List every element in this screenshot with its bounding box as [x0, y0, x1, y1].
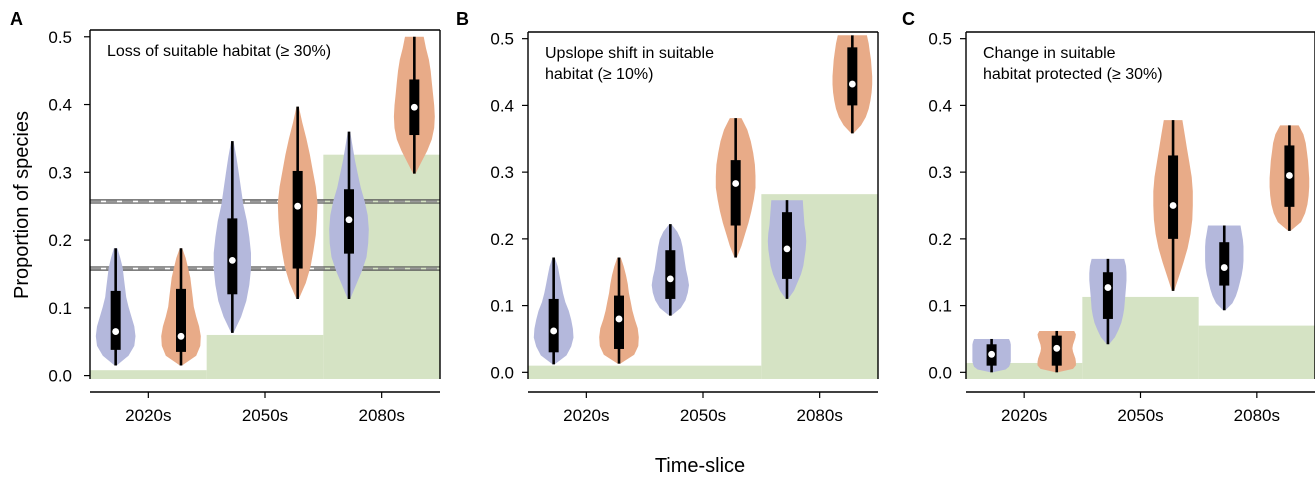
violin-median-point: [177, 332, 185, 340]
axes: 0.0 0.1 0.2 0.3 0.4 0.5 2020s 2050s 2080s: [48, 28, 441, 425]
panel-c: 0.0 0.1 0.2 0.3 0.4 0.5 2020s 2050s 2080s C Change…: [902, 9, 1315, 425]
x-axis-title: Time-slice: [655, 455, 745, 477]
violin-iqr-box: [730, 160, 741, 226]
x-tick-label: 2050s: [680, 406, 726, 425]
x-tick-label: 2020s: [563, 406, 609, 425]
violin-iqr-box: [227, 218, 238, 295]
y-tick-label: 0.2: [928, 230, 952, 249]
panel-annotation-line: habitat protected (≥ 30%): [983, 66, 1163, 83]
y-axis-title: Proportion of species: [11, 111, 33, 299]
panel-annotation: Upslope shift in suitable habitat (≥ 10%): [545, 45, 714, 83]
violin-iqr-box: [292, 170, 303, 269]
panel-annotation: Loss of suitable habitat (≥ 30%): [107, 43, 331, 60]
violin-median-point: [550, 327, 558, 335]
violin-median-point: [294, 202, 302, 210]
violin-iqr-box: [1219, 242, 1230, 286]
y-tick-label: 0.3: [928, 163, 952, 182]
violin-iqr-box: [176, 288, 186, 352]
panel-letter: C: [902, 9, 915, 29]
violin-iqr-box: [110, 290, 121, 350]
y-tick-label: 0.3: [490, 163, 514, 182]
panel-annotation-line: habitat (≥ 10%): [545, 66, 653, 83]
violin-iqr-box: [1168, 155, 1179, 239]
x-tick-label: 2080s: [1234, 406, 1280, 425]
y-tick-label: 0.4: [490, 96, 514, 115]
axes: 0.0 0.1 0.2 0.3 0.4 0.5 2020s 2050s 2080s: [490, 30, 879, 425]
violin-median-point: [345, 216, 353, 224]
x-tick-label: 2020s: [1001, 406, 1047, 425]
violin-median-point: [228, 257, 236, 264]
y-tick-label: 0.1: [490, 297, 514, 316]
panel-annotation-line: Loss of suitable habitat (≥ 30%): [107, 43, 331, 60]
y-tick-label: 0.5: [490, 30, 514, 49]
violin-median-point: [783, 245, 791, 253]
y-tick-label: 0.5: [928, 30, 952, 49]
y-tick-label: 0.4: [928, 96, 952, 115]
violin-iqr-box: [548, 298, 559, 353]
panel-annotation: Change in suitable habitat protected (≥ 3…: [983, 45, 1163, 83]
panel-letter: B: [456, 9, 469, 29]
violin-median-point: [410, 103, 418, 111]
violin-median-point: [1053, 344, 1061, 352]
x-tick-label: 2050s: [1117, 406, 1163, 425]
violin-median-point: [615, 315, 623, 323]
y-tick-label: 0.1: [48, 299, 72, 318]
panel-annotation-line: Change in suitable: [983, 45, 1116, 62]
x-tick-label: 2080s: [797, 406, 843, 425]
violin-iqr-box: [847, 47, 858, 106]
background-step: [1198, 325, 1315, 379]
y-tick-label: 0.2: [490, 230, 514, 249]
violin-median-point: [1220, 264, 1228, 271]
panel-b: 0.0 0.1 0.2 0.3 0.4 0.5 2020s 2050s 2080s B Upslop…: [456, 9, 879, 425]
violin-median-point: [1169, 202, 1177, 209]
x-tick-label: 2050s: [242, 406, 288, 425]
violin-median-point: [848, 80, 856, 88]
y-tick-label: 0.2: [48, 231, 72, 250]
y-tick-label: 0.0: [490, 363, 514, 382]
y-tick-label: 0.0: [928, 363, 952, 382]
violin-iqr-box: [1102, 272, 1113, 319]
violin-iqr-box: [665, 250, 676, 299]
y-tick-label: 0.1: [928, 297, 952, 316]
violin-median-point: [988, 350, 995, 358]
y-tick-label: 0.0: [48, 367, 72, 386]
x-tick-label: 2080s: [359, 406, 405, 425]
violin-median-point: [1286, 172, 1293, 179]
y-tick-label: 0.5: [48, 28, 72, 47]
y-tick-label: 0.4: [48, 96, 72, 115]
axes: 0.0 0.1 0.2 0.3 0.4 0.5 2020s 2050s 2080s: [928, 30, 1315, 425]
background-step: [528, 365, 762, 379]
chart-panels: 0.0 0.1 0.2 0.3 0.4 0.5 2020s 2050s 2080s A Loss o…: [10, 9, 1315, 425]
violin-median-point: [666, 275, 674, 283]
panel-annotation-line: Upslope shift in suitable: [545, 45, 714, 62]
x-tick-label: 2020s: [125, 406, 171, 425]
violin-median-point: [112, 328, 120, 335]
violin-median-point: [1104, 284, 1112, 291]
y-tick-label: 0.3: [48, 163, 72, 182]
violin-median-point: [732, 180, 740, 187]
background-step: [206, 334, 324, 379]
panel-letter: A: [10, 9, 23, 29]
panel-a: 0.0 0.1 0.2 0.3 0.4 0.5 2020s 2050s 2080s A Loss o…: [10, 9, 441, 425]
background-step: [90, 370, 207, 379]
